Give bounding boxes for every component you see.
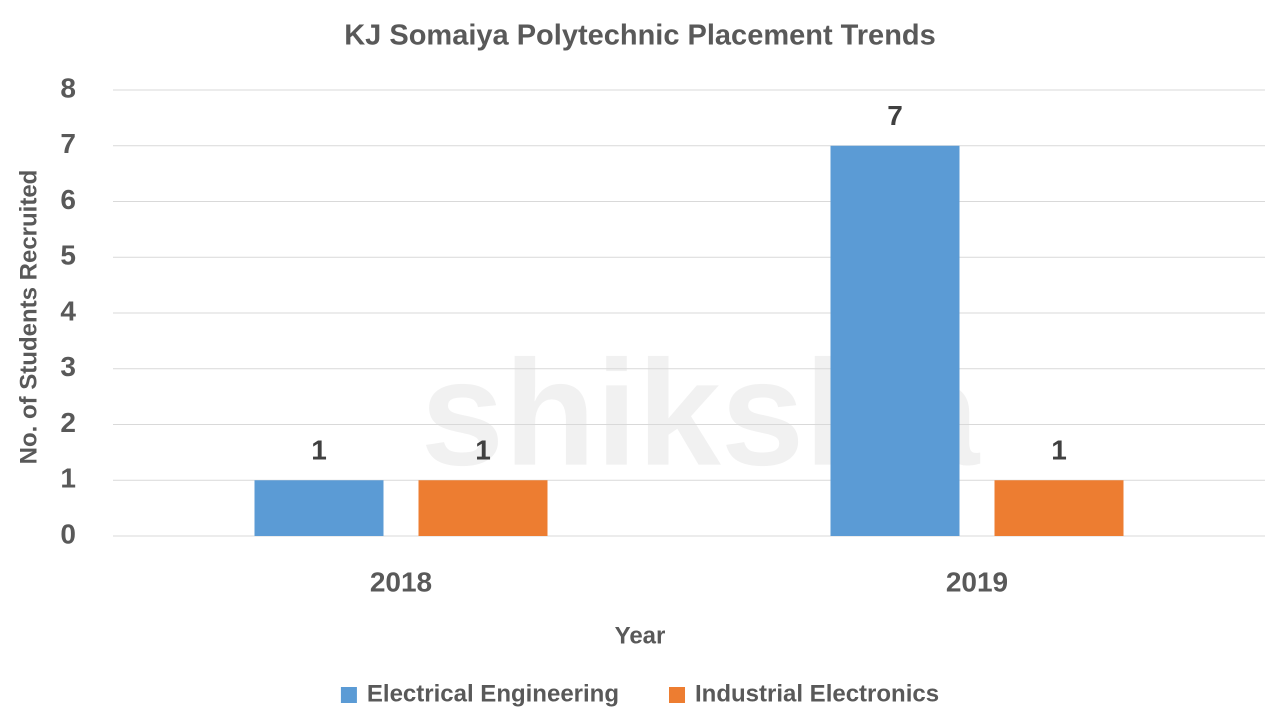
bar — [254, 480, 384, 536]
data-label: 1 — [1051, 435, 1067, 466]
bar — [830, 145, 960, 536]
data-label: 1 — [475, 435, 491, 466]
legend-label: Industrial Electronics — [695, 680, 939, 707]
legend-swatch — [669, 687, 686, 703]
bar — [418, 480, 548, 536]
chart-title: KJ Somaiya Polytechnic Placement Trends — [344, 20, 936, 52]
bar — [994, 480, 1124, 536]
data-label: 7 — [887, 100, 903, 131]
y-tick-label: 7 — [60, 128, 76, 159]
x-axis-title: Year — [615, 622, 666, 649]
legend-label: Electrical Engineering — [367, 680, 619, 707]
x-tick-label: 2019 — [946, 566, 1008, 597]
legend: Electrical Engineering Industrial Electro… — [340, 680, 939, 707]
y-tick-label: 3 — [60, 351, 76, 382]
y-tick-label: 2 — [60, 407, 76, 438]
x-tick-label: 2018 — [370, 566, 432, 597]
data-label: 1 — [311, 435, 327, 466]
y-axis-title: No. of Students Recruited — [15, 170, 42, 465]
y-tick-label: 6 — [60, 184, 76, 215]
y-tick-label: 4 — [60, 295, 76, 326]
legend-swatch — [340, 687, 357, 703]
y-tick-label: 1 — [60, 463, 76, 494]
y-tick-label: 0 — [60, 518, 76, 549]
y-tick-label: 8 — [60, 72, 76, 103]
y-tick-label: 5 — [60, 240, 76, 271]
